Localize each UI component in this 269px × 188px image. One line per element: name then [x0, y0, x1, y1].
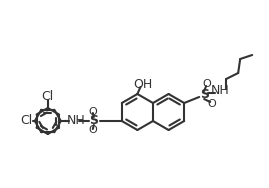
Text: OH: OH — [133, 77, 152, 90]
Text: Cl: Cl — [21, 114, 33, 127]
Text: NH: NH — [66, 114, 85, 127]
Text: S: S — [200, 89, 209, 102]
Text: NH: NH — [211, 84, 229, 98]
Text: O: O — [89, 125, 97, 135]
Text: S: S — [89, 114, 98, 127]
Text: O: O — [208, 99, 217, 109]
Text: Cl: Cl — [42, 89, 54, 102]
Text: O: O — [89, 107, 97, 117]
Text: O: O — [203, 79, 211, 89]
